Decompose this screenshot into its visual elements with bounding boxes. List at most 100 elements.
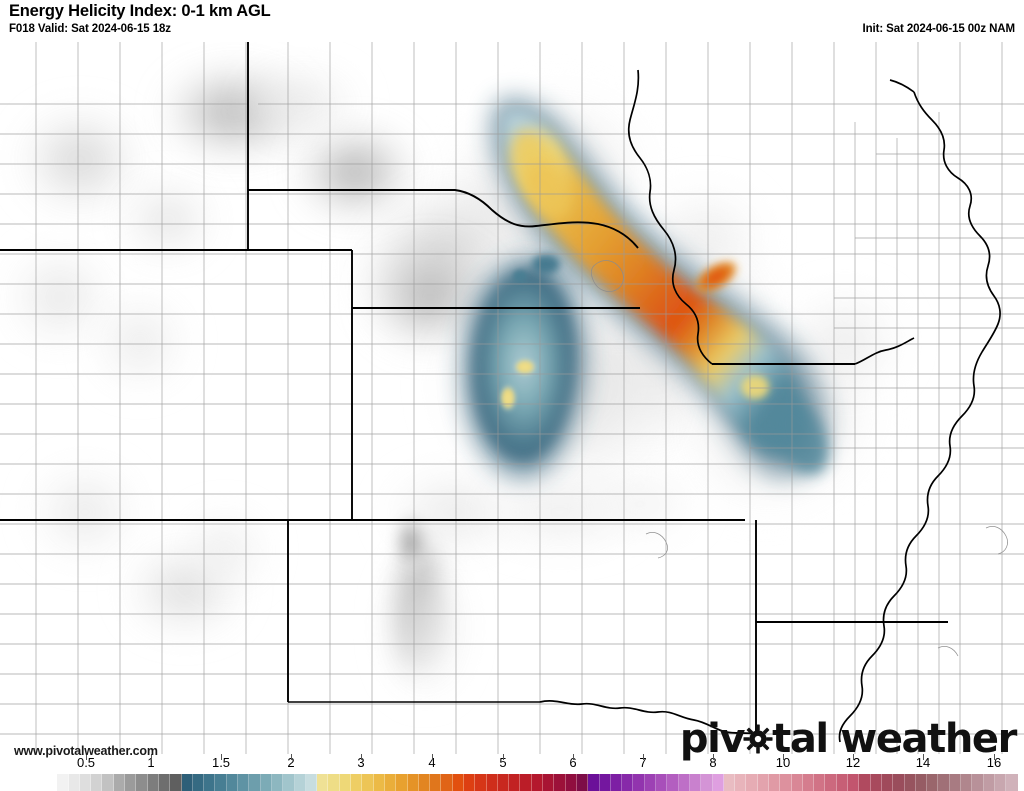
colorbar-swatch[interactable] bbox=[113, 774, 126, 791]
colorbar-swatch[interactable] bbox=[723, 774, 736, 791]
colorbar-swatch[interactable] bbox=[520, 774, 532, 791]
colorbar-swatch[interactable] bbox=[825, 774, 837, 791]
colorbar-swatch[interactable] bbox=[351, 774, 363, 791]
colorbar-swatch[interactable] bbox=[915, 774, 928, 791]
colorbar-swatch[interactable] bbox=[802, 774, 815, 791]
colorbar-tick-label: 2 bbox=[287, 755, 295, 770]
colorbar-swatch[interactable] bbox=[384, 774, 397, 791]
colorbar-swatch[interactable] bbox=[430, 774, 442, 791]
colorbar-swatch[interactable] bbox=[983, 774, 995, 791]
colorbar-swatch[interactable] bbox=[1006, 774, 1018, 791]
colorbar-swatch[interactable] bbox=[870, 774, 882, 791]
colorbar-swatch[interactable] bbox=[565, 774, 577, 791]
colorbar-swatch[interactable] bbox=[938, 774, 950, 791]
map-canvas[interactable] bbox=[0, 42, 1024, 754]
colorbar-swatch[interactable] bbox=[689, 774, 702, 791]
colorbar-swatch[interactable] bbox=[271, 774, 284, 791]
colorbar-swatch[interactable] bbox=[441, 774, 453, 791]
colorbar-swatch[interactable] bbox=[757, 774, 769, 791]
colorbar-swatch[interactable] bbox=[249, 774, 261, 791]
border-red-river bbox=[539, 700, 757, 735]
colorbar-swatch[interactable] bbox=[712, 774, 724, 791]
colorbar-swatch[interactable] bbox=[610, 774, 623, 791]
colorbar-swatch[interactable] bbox=[79, 774, 92, 791]
colorbar-swatch[interactable] bbox=[576, 774, 589, 791]
colorbar-swatch[interactable] bbox=[543, 774, 555, 791]
colorbar-swatch[interactable] bbox=[735, 774, 747, 791]
colorbar-swatch[interactable] bbox=[294, 774, 306, 791]
colorbar-swatch[interactable] bbox=[554, 774, 566, 791]
colorbar-swatch[interactable] bbox=[780, 774, 792, 791]
colorbar-swatch[interactable] bbox=[204, 774, 216, 791]
colorbar-swatch[interactable] bbox=[859, 774, 871, 791]
colorbar-swatch[interactable] bbox=[746, 774, 758, 791]
colorbar-swatch[interactable] bbox=[475, 774, 487, 791]
colorbar-swatch[interactable] bbox=[622, 774, 634, 791]
colorbar-swatch[interactable] bbox=[667, 774, 679, 791]
colorbar-swatches[interactable] bbox=[46, 774, 1018, 791]
colorbar-swatch[interactable] bbox=[588, 774, 600, 791]
colorbar-swatch[interactable] bbox=[814, 774, 826, 791]
colorbar-swatch[interactable] bbox=[644, 774, 657, 791]
colorbar-swatch[interactable] bbox=[881, 774, 894, 791]
colorbar-swatch[interactable] bbox=[125, 774, 137, 791]
colorbar-swatch[interactable] bbox=[599, 774, 611, 791]
colorbar-swatch[interactable] bbox=[46, 774, 58, 791]
colorbar-swatch[interactable] bbox=[994, 774, 1007, 791]
colorbar-swatch[interactable] bbox=[678, 774, 690, 791]
colorbar-swatch[interactable] bbox=[158, 774, 171, 791]
colorbar-swatch[interactable] bbox=[181, 774, 193, 791]
colorbar-swatch[interactable] bbox=[362, 774, 374, 791]
colorbar-swatch[interactable] bbox=[452, 774, 464, 791]
colorbar-swatch[interactable] bbox=[57, 774, 69, 791]
colorbar-swatch[interactable] bbox=[192, 774, 205, 791]
colorbar-swatch[interactable] bbox=[633, 774, 645, 791]
colorbar-swatch[interactable] bbox=[418, 774, 431, 791]
colorbar-swatch[interactable] bbox=[769, 774, 781, 791]
colorbar-tick-label: 5 bbox=[499, 755, 507, 770]
colorbar-swatch[interactable] bbox=[68, 774, 80, 791]
colorbar-swatch[interactable] bbox=[904, 774, 916, 791]
colorbar-swatch[interactable] bbox=[305, 774, 318, 791]
colorbar-swatch[interactable] bbox=[283, 774, 295, 791]
colorbar-swatch[interactable] bbox=[927, 774, 939, 791]
colorbar-swatch[interactable] bbox=[339, 774, 352, 791]
colorbar-swatch[interactable] bbox=[147, 774, 159, 791]
colorbar-swatch[interactable] bbox=[396, 774, 408, 791]
colorbar-swatch[interactable] bbox=[836, 774, 849, 791]
colorbar-tick-mark bbox=[291, 754, 292, 760]
colorbar-swatch[interactable] bbox=[961, 774, 973, 791]
colorbar-swatch[interactable] bbox=[848, 774, 860, 791]
colorbar-swatch[interactable] bbox=[701, 774, 713, 791]
county-boundaries bbox=[0, 42, 1024, 754]
colorbar-swatch[interactable] bbox=[317, 774, 329, 791]
colorbar-swatch[interactable] bbox=[238, 774, 250, 791]
colorbar-swatch[interactable] bbox=[226, 774, 239, 791]
colorbar-swatch[interactable] bbox=[328, 774, 340, 791]
colorbar-swatch[interactable] bbox=[102, 774, 114, 791]
colorbar-tick-labels: 0.5 1 1.5 2 3 4 5 6 7 8 10 12 14 16 bbox=[0, 754, 1024, 774]
colorbar-tick-mark bbox=[994, 754, 995, 760]
colorbar-swatch[interactable] bbox=[463, 774, 476, 791]
colorbar-tick-label: 0.5 bbox=[76, 755, 96, 770]
colorbar-swatch[interactable] bbox=[136, 774, 148, 791]
valid-time-label: F018 Valid: Sat 2024-06-15 18z bbox=[9, 23, 171, 35]
colorbar-swatch[interactable] bbox=[893, 774, 905, 791]
colorbar-swatch[interactable] bbox=[972, 774, 984, 791]
colorbar-swatch[interactable] bbox=[407, 774, 419, 791]
colorbar-swatch[interactable] bbox=[215, 774, 227, 791]
colorbar-swatch[interactable] bbox=[497, 774, 510, 791]
ehi-plume-kansas bbox=[461, 254, 586, 479]
colorbar-swatch[interactable] bbox=[531, 774, 544, 791]
colorbar[interactable]: 0.5 1 1.5 2 3 4 5 6 7 8 10 12 14 16 bbox=[0, 754, 1024, 791]
colorbar-swatch[interactable] bbox=[791, 774, 803, 791]
colorbar-swatch[interactable] bbox=[656, 774, 668, 791]
colorbar-swatch[interactable] bbox=[949, 774, 962, 791]
colorbar-tick-label: 1 bbox=[147, 755, 155, 770]
colorbar-swatch[interactable] bbox=[486, 774, 498, 791]
colorbar-swatch[interactable] bbox=[260, 774, 272, 791]
colorbar-swatch[interactable] bbox=[509, 774, 521, 791]
colorbar-swatch[interactable] bbox=[170, 774, 182, 791]
colorbar-swatch[interactable] bbox=[373, 774, 385, 791]
colorbar-swatch[interactable] bbox=[91, 774, 103, 791]
